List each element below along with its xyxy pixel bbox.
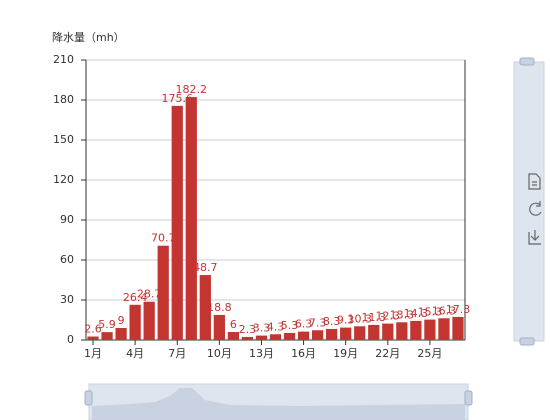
data-label: 4.3 — [267, 320, 285, 333]
data-label: 5.3 — [281, 319, 299, 332]
bar — [129, 304, 141, 340]
bar — [269, 334, 282, 340]
data-label: 6 — [230, 318, 237, 331]
restore-icon[interactable] — [529, 201, 542, 216]
bar — [87, 336, 99, 340]
bar — [410, 320, 422, 340]
bar — [241, 336, 254, 340]
bar — [424, 319, 436, 340]
data-label: 17.3 — [446, 303, 471, 316]
zoom-handle[interactable] — [84, 390, 93, 406]
data-label: 8.3 — [323, 315, 341, 328]
bar — [354, 326, 366, 340]
horizontal-zoom[interactable] — [84, 383, 473, 420]
y-axis-label: 降水量（mh） — [52, 30, 125, 44]
data-label: 18.8 — [207, 301, 232, 314]
data-label: 5.9 — [98, 318, 116, 331]
bar — [340, 327, 352, 340]
y-tick-label: 90 — [60, 213, 74, 226]
bar — [368, 324, 380, 340]
bar — [438, 318, 450, 340]
x-tick-label: 25月 — [417, 347, 442, 360]
bar — [143, 301, 155, 340]
data-label: 2.6 — [84, 323, 102, 336]
vertical-zoom[interactable] — [513, 57, 545, 346]
y-tick-label: 210 — [53, 53, 74, 66]
x-tick-label: 19月 — [333, 347, 358, 360]
toolbox[interactable] — [528, 173, 542, 245]
data-label: 2.3 — [239, 323, 257, 336]
bar — [396, 322, 408, 340]
save-icon[interactable] — [528, 230, 541, 245]
data-label: 11.3 — [362, 311, 387, 324]
y-tick-label: 150 — [53, 133, 74, 146]
data-label: 6.3 — [295, 318, 313, 331]
data-label: 3.3 — [253, 322, 271, 335]
bar — [213, 314, 225, 340]
bar — [185, 97, 197, 340]
y-tick-label: 0 — [67, 333, 74, 346]
x-tick-label: 13月 — [249, 347, 274, 360]
bar — [199, 275, 211, 340]
data-label: 9 — [118, 314, 125, 327]
data-label: 13.3 — [390, 308, 415, 321]
data-label: 16.3 — [432, 304, 457, 317]
x-tick-label: 16月 — [291, 347, 316, 360]
data-label: 9.3 — [337, 314, 355, 327]
y-tick-label: 180 — [53, 93, 74, 106]
bar — [157, 245, 169, 340]
x-tick-label: 22月 — [375, 347, 400, 360]
bar — [311, 330, 324, 340]
data-label: 48.7 — [193, 261, 218, 274]
data-label: 26.4 — [123, 291, 148, 304]
y-tick-label: 120 — [53, 173, 74, 186]
bar — [115, 328, 127, 340]
x-tick-label: 10月 — [207, 347, 232, 360]
bar — [283, 332, 296, 340]
zoom-handle[interactable] — [464, 390, 473, 406]
data-label: 15.3 — [418, 306, 443, 319]
zoom-track[interactable] — [513, 61, 545, 342]
data-label: 7.3 — [309, 316, 327, 329]
x-tick-label: 7月 — [168, 347, 186, 360]
bar — [171, 105, 183, 340]
bar — [382, 323, 394, 340]
data-label: 70.7 — [151, 232, 176, 245]
zoom-preview — [92, 388, 465, 420]
bar — [101, 332, 113, 340]
data-label: 175.6 — [161, 92, 193, 105]
data-label: 14.3 — [404, 307, 429, 320]
data-label: 28.7 — [137, 288, 162, 301]
bar — [255, 335, 268, 340]
y-tick-label: 30 — [60, 293, 74, 306]
bar — [326, 328, 338, 340]
data-label: 182.2 — [176, 83, 208, 96]
zoom-handle[interactable] — [519, 57, 535, 66]
data-label: 12.3 — [376, 310, 401, 323]
data-view-icon[interactable] — [528, 173, 541, 190]
y-tick-label: 60 — [60, 253, 74, 266]
x-tick-label: 4月 — [126, 347, 144, 360]
bar — [452, 316, 464, 340]
zoom-handle[interactable] — [519, 337, 535, 346]
bar — [227, 332, 240, 340]
x-tick-label: 1月 — [84, 347, 102, 360]
bar — [297, 331, 310, 340]
data-label: 10.3 — [347, 312, 372, 325]
